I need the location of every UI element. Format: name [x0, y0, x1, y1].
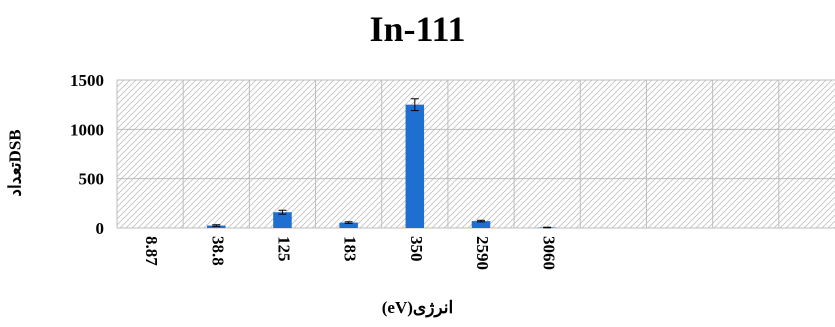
bar — [471, 221, 491, 228]
y-tick-label: 0 — [96, 219, 105, 238]
x-tick-label: 38.8 — [208, 236, 227, 266]
y-tick-label: 500 — [79, 170, 105, 189]
x-tick-label: 3060 — [539, 236, 558, 270]
y-axis-ticks: 0 500 1000 1500 — [70, 71, 104, 238]
x-axis-ticks: 8.87 38.8 125 183 350 2590 3060 — [142, 236, 558, 270]
bar — [339, 222, 358, 228]
x-tick-label: 350 — [407, 236, 426, 262]
y-tick-label: 1500 — [70, 71, 104, 90]
bar — [273, 212, 292, 228]
plot-area — [116, 79, 835, 229]
x-axis-label: انرژی(eV) — [381, 298, 454, 317]
x-tick-label: 125 — [275, 236, 294, 262]
bar — [405, 104, 425, 228]
bar-series — [207, 98, 557, 229]
y-tick-label: 1000 — [70, 120, 104, 139]
x-tick-label: 2590 — [473, 236, 492, 270]
y-axis-label-text: تعدادDSB — [6, 129, 26, 197]
x-tick-label: 183 — [341, 236, 360, 262]
y-axis-label: تعدادDSB — [4, 129, 28, 196]
chart-title: In-111 — [369, 9, 466, 49]
x-tick-label: 8.87 — [142, 236, 161, 266]
grid-lines — [116, 79, 835, 229]
